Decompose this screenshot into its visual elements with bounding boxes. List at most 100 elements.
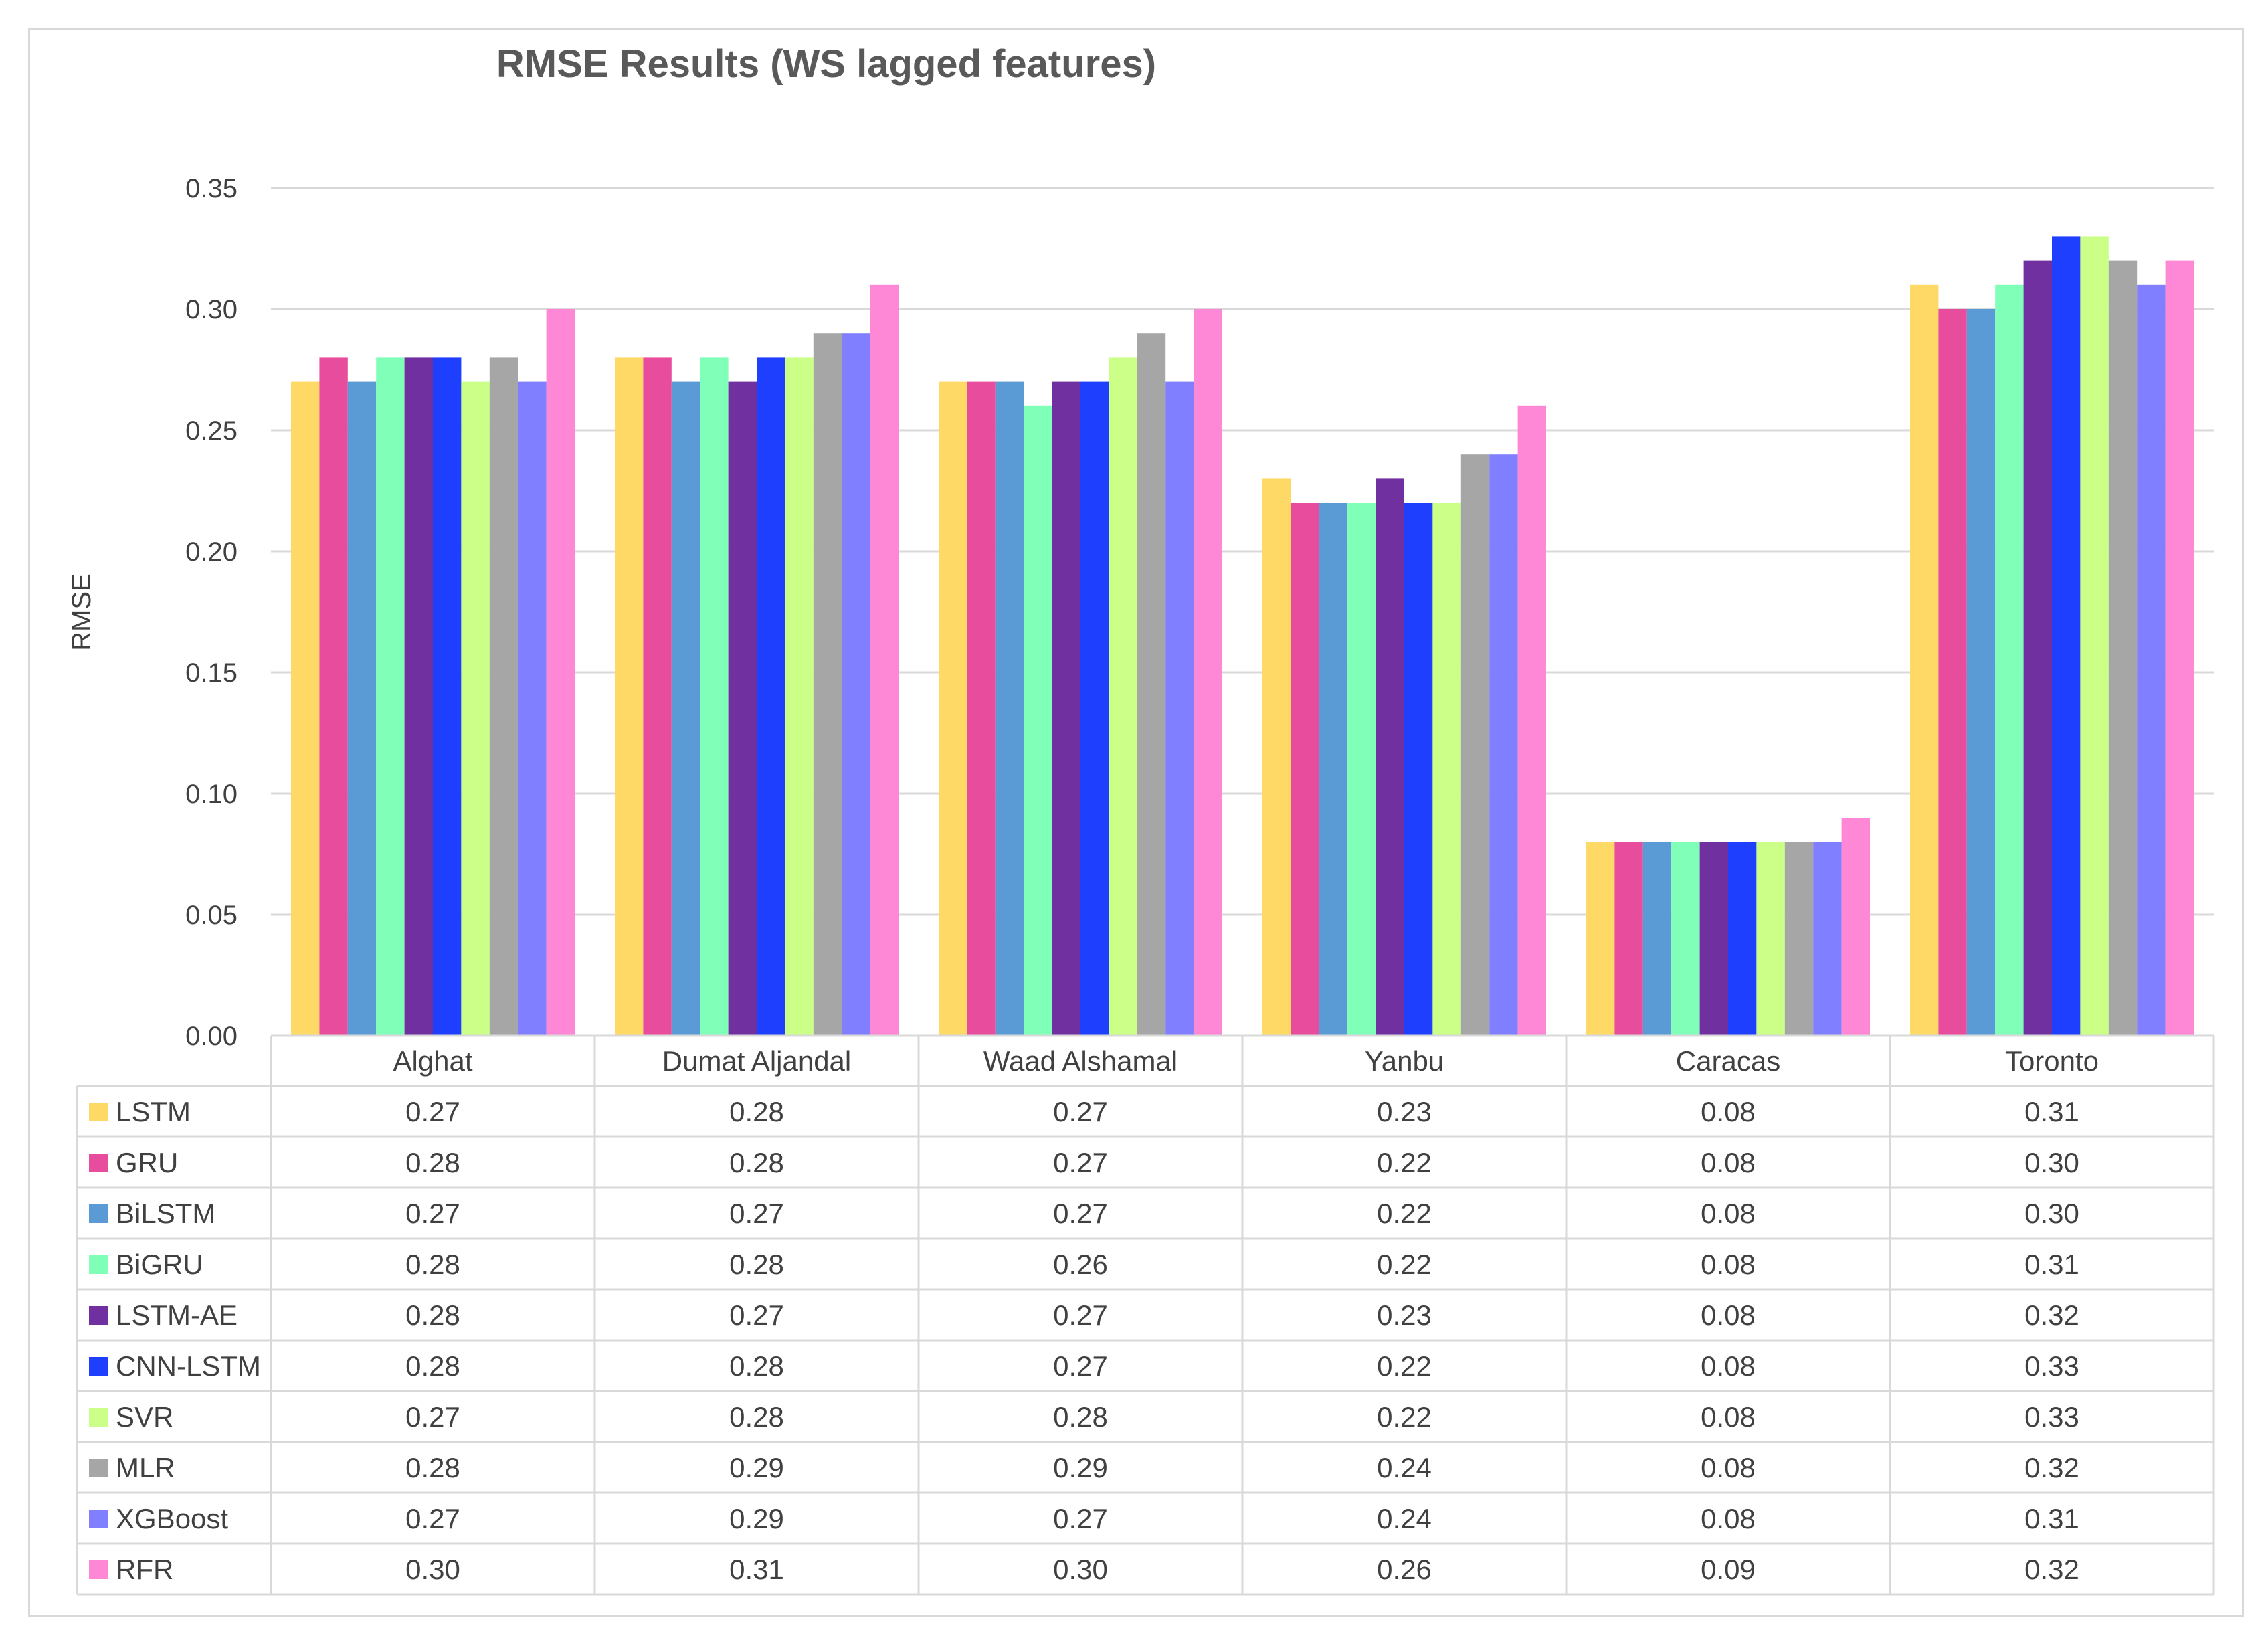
- table-cell-value: 0.30: [405, 1554, 460, 1585]
- table-cell-value: 0.30: [2024, 1147, 2079, 1178]
- table-cell-value: 0.28: [405, 1452, 460, 1483]
- category-label: Dumat Aljandal: [662, 1045, 852, 1077]
- bar: [939, 381, 967, 1036]
- table-cell-value: 0.27: [1053, 1147, 1108, 1178]
- table-cell-value: 0.27: [729, 1198, 784, 1229]
- legend-key: [89, 1510, 108, 1528]
- bar: [1460, 454, 1490, 1036]
- y-tick-label: 0.30: [185, 295, 238, 325]
- table-cell-value: 0.30: [1053, 1554, 1108, 1585]
- legend-entry: MLR: [116, 1452, 175, 1483]
- bar: [785, 357, 814, 1036]
- chart-frame: RMSE Results (WS lagged features) RMSE 0…: [28, 28, 2244, 1617]
- legend-entry: LSTM-AE: [116, 1299, 238, 1331]
- table-cell-value: 0.29: [729, 1452, 784, 1483]
- table-cell-value: 0.26: [1377, 1554, 1432, 1585]
- table-cell-value: 0.24: [1377, 1452, 1432, 1483]
- table-cell-value: 0.31: [2024, 1503, 2079, 1534]
- bar: [489, 357, 518, 1036]
- table-cell-value: 0.26: [1053, 1249, 1108, 1280]
- bar: [1699, 842, 1728, 1036]
- legend-entry: BiLSTM: [116, 1198, 215, 1229]
- bar: [1137, 333, 1166, 1036]
- bar: [813, 333, 842, 1036]
- bar: [1052, 381, 1080, 1036]
- bar: [1165, 381, 1194, 1036]
- bar: [1671, 842, 1700, 1036]
- bar: [2052, 236, 2081, 1036]
- legend-entry: RFR: [116, 1554, 173, 1585]
- table-cell-value: 0.31: [729, 1554, 784, 1585]
- table-cell-value: 0.08: [1701, 1350, 1756, 1382]
- y-axis-label: RMSE: [67, 573, 96, 651]
- bar: [1841, 818, 1870, 1036]
- bar: [1489, 454, 1518, 1036]
- y-tick-label: 0.25: [185, 416, 238, 446]
- bar: [1517, 405, 1546, 1036]
- bar: [319, 357, 348, 1036]
- table-cell-value: 0.08: [1701, 1198, 1756, 1229]
- table-cell-value: 0.27: [1053, 1299, 1108, 1331]
- legend-entry: LSTM: [116, 1096, 191, 1127]
- table-cell-value: 0.28: [729, 1401, 784, 1433]
- table-cell-value: 0.32: [2024, 1554, 2079, 1585]
- legend-entry: XGBoost: [116, 1503, 228, 1534]
- legend-entry: SVR: [116, 1401, 173, 1433]
- bar: [2080, 236, 2109, 1036]
- table-cell-value: 0.27: [1053, 1198, 1108, 1229]
- table-cell-value: 0.22: [1377, 1147, 1432, 1178]
- legend-entry: GRU: [116, 1147, 178, 1178]
- legend-key: [89, 1408, 108, 1427]
- legend-entry: CNN-LSTM: [116, 1350, 261, 1382]
- legend-key: [89, 1204, 108, 1223]
- table-cell-value: 0.27: [729, 1299, 784, 1331]
- bar: [671, 381, 700, 1036]
- chart-title: RMSE Results (WS lagged features): [496, 42, 1156, 86]
- legend-key: [89, 1103, 108, 1121]
- table-cell-value: 0.08: [1701, 1401, 1756, 1433]
- bar: [1404, 503, 1433, 1036]
- table-cell-value: 0.22: [1377, 1198, 1432, 1229]
- bar: [1347, 503, 1376, 1036]
- bar: [1194, 309, 1222, 1036]
- data-table: Alghat Dumat Aljandal Waad Alshamal Yanbu Ca…: [76, 1034, 2215, 1596]
- table-cell-value: 0.33: [2024, 1350, 2079, 1382]
- table-cell-value: 0.29: [1053, 1452, 1108, 1483]
- bar: [1080, 381, 1109, 1036]
- table-cell-value: 0.27: [1053, 1350, 1108, 1382]
- bar: [518, 381, 547, 1036]
- table-cell-value: 0.27: [405, 1198, 460, 1229]
- table-cell-value: 0.23: [1377, 1299, 1432, 1331]
- bar: [615, 357, 644, 1036]
- bar: [404, 357, 433, 1036]
- bar: [1938, 309, 1967, 1036]
- table-cell-value: 0.31: [2024, 1096, 2079, 1127]
- bar: [1432, 503, 1461, 1036]
- table-cell-value: 0.28: [405, 1147, 460, 1178]
- table-cell-value: 0.24: [1377, 1503, 1432, 1534]
- bar: [1756, 842, 1785, 1036]
- legend-key: [89, 1357, 108, 1376]
- bar: [1109, 357, 1137, 1036]
- bar: [1966, 309, 1996, 1036]
- y-tick-label: 0.05: [185, 901, 238, 930]
- y-tick-label: 0.10: [185, 780, 238, 809]
- table-cell-value: 0.27: [405, 1401, 460, 1433]
- bar: [1586, 842, 1615, 1036]
- category-label: Yanbu: [1365, 1045, 1444, 1077]
- bar: [1995, 284, 2024, 1036]
- bar: [1642, 842, 1672, 1036]
- table-cell-value: 0.28: [1053, 1401, 1108, 1433]
- table-cell-value: 0.27: [1053, 1096, 1108, 1127]
- table-cell-value: 0.22: [1377, 1350, 1432, 1382]
- y-tick-labels: 0.00 0.05 0.10 0.15 0.20 0.25 0.30 0.35: [185, 174, 238, 1051]
- legend-key: [89, 1459, 108, 1477]
- legend-key: [89, 1560, 108, 1579]
- bar: [347, 381, 377, 1036]
- bar: [1614, 842, 1643, 1036]
- table-cell-value: 0.08: [1701, 1249, 1756, 1280]
- table-cell-value: 0.31: [2024, 1249, 2079, 1280]
- table-cell-value: 0.27: [1053, 1503, 1108, 1534]
- bar: [1262, 478, 1291, 1036]
- table-cell-value: 0.32: [2024, 1299, 2079, 1331]
